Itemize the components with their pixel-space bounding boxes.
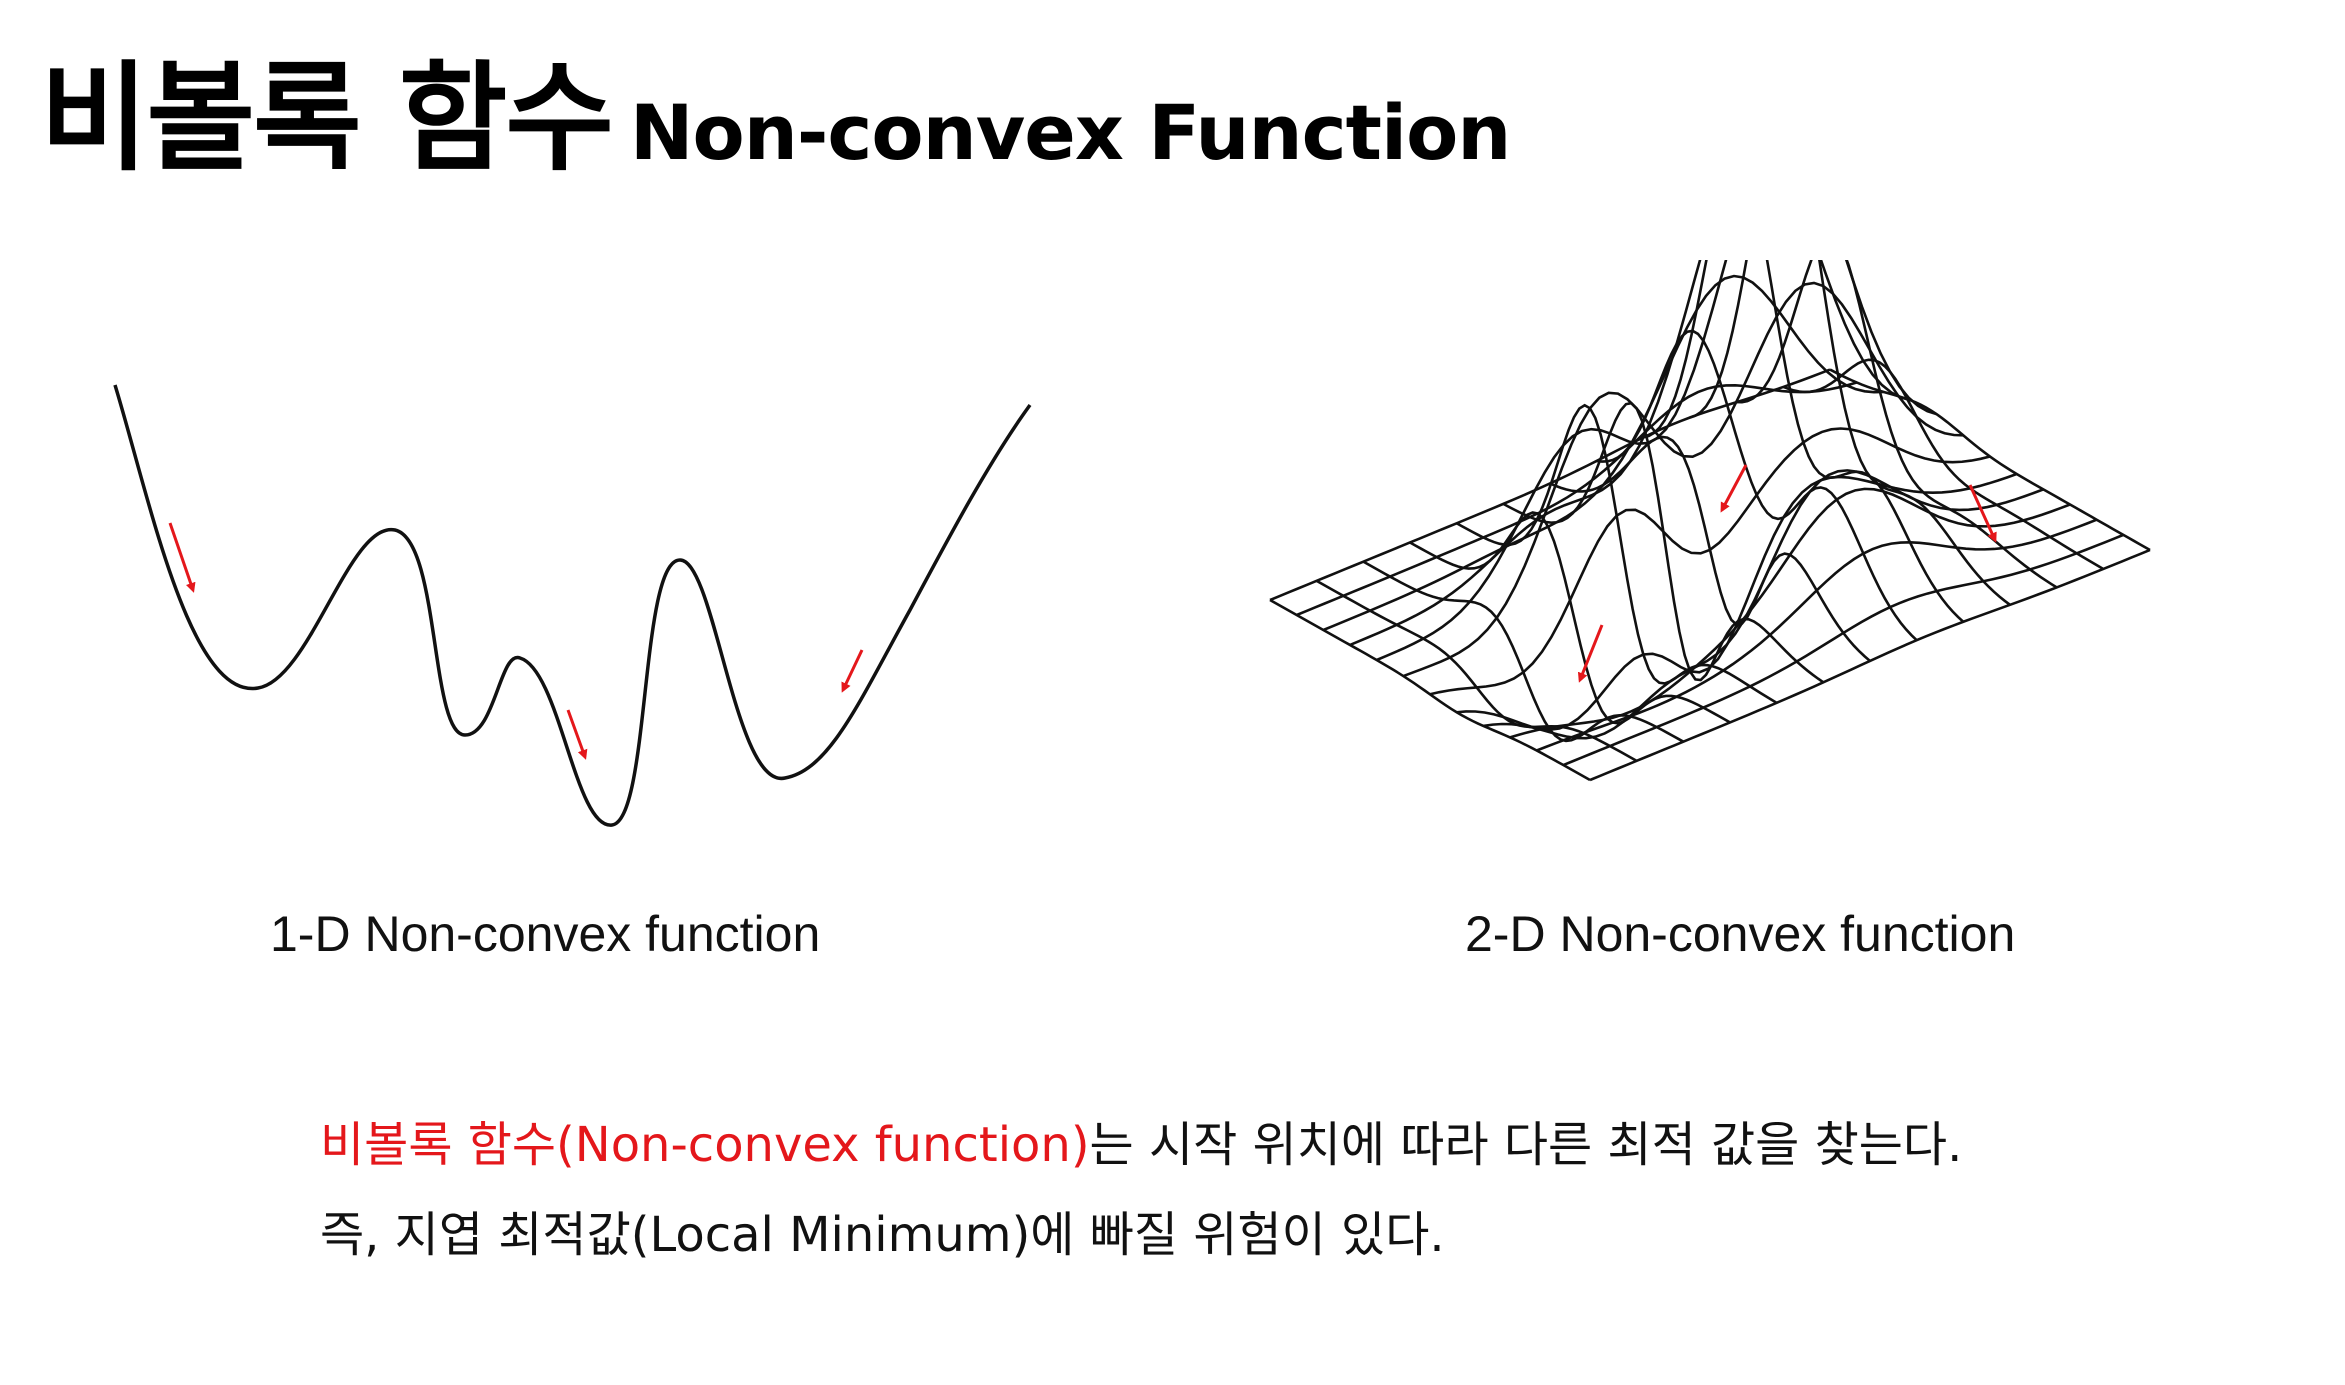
mesh-line-u <box>1736 260 2058 589</box>
title-korean: 비볼록 함수 <box>40 49 614 187</box>
page-title: 비볼록 함수 Non-convex Function <box>40 22 1511 193</box>
two-d-caption: 2-D Non-convex function <box>1465 906 2016 962</box>
surface-arrow-1 <box>1720 464 1748 513</box>
mesh-line-v <box>1402 281 1964 678</box>
mesh-line-u <box>1782 358 2104 571</box>
mesh-line-u <box>1829 368 2151 552</box>
mesh-line-u <box>1409 511 1731 725</box>
one-d-function-plot <box>113 384 1032 827</box>
mesh-line-u <box>1269 598 1591 782</box>
mesh-line-v <box>1536 518 2098 752</box>
mesh-line-v <box>1589 548 2151 782</box>
descent-arrow-1 <box>168 522 196 593</box>
mesh-line-u <box>1316 579 1638 762</box>
surface-arrow-2 <box>1968 484 1997 543</box>
surface-arrow-3 <box>1577 624 1604 683</box>
mesh-line-v <box>1562 533 2124 767</box>
mesh-line-u <box>1502 401 1825 684</box>
one-d-caption: 1-D Non-convex function <box>270 906 821 962</box>
description-line-1-rest: 는 시작 위치에 따라 다른 최적 값을 찾는다. <box>1089 1117 1963 1173</box>
title-english: Non-convex Function <box>629 88 1511 177</box>
description-line-2: 즉, 지엽 최적값(Local Minimum)에 빠질 위험이 있다. <box>320 1207 1445 1263</box>
surface-mesh <box>1269 260 2151 782</box>
two-d-function-surface <box>1269 260 2151 782</box>
one-d-curve <box>113 384 1032 827</box>
descent-arrow-2 <box>566 709 588 760</box>
descent-arrow-3 <box>841 649 864 693</box>
description-highlight: 비볼록 함수(Non-convex function) <box>320 1117 1090 1173</box>
description-line-1: 비볼록 함수(Non-convex function)는 시작 위치에 따라 다… <box>320 1105 1962 1175</box>
mesh-line-u <box>1689 260 2011 606</box>
